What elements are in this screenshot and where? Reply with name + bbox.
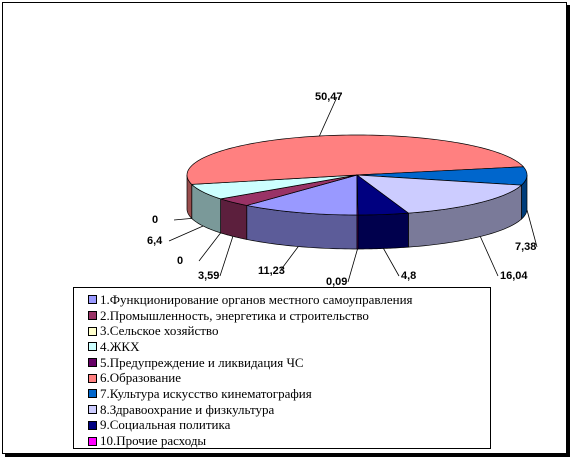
legend-swatch-1 [88, 295, 97, 305]
leader-line-9 [383, 248, 400, 277]
legend-swatch-3 [88, 326, 97, 336]
legend-swatch-9 [88, 420, 97, 430]
legend-swatch-10 [88, 436, 97, 446]
legend-label-5: 5.Предупреждение и ликвидация ЧС [100, 354, 304, 370]
data-label-5: 0 [152, 214, 159, 226]
legend: 1.Функционирование органов местного само… [73, 287, 491, 449]
legend-item-8: 8.Здравоохрание и физкультура [74, 402, 490, 418]
data-label-9: 4,8 [401, 270, 417, 282]
legend-item-10: 10.Прочие расходы [74, 433, 490, 449]
data-label-6: 50,47 [315, 91, 343, 103]
legend-item-3: 3.Сельское хозяйство [74, 323, 490, 339]
legend-swatch-8 [88, 405, 97, 415]
pie-tops [186, 134, 528, 216]
legend-item-2: 2.Промышленность, энергетика и строитель… [74, 308, 490, 324]
legend-label-2: 2.Промышленность, энергетика и строитель… [100, 307, 369, 323]
legend-item-7: 7.Культура искусство кинематография [74, 386, 490, 402]
legend-item-6: 6.Образование [74, 370, 490, 386]
pie-leader-lines [168, 96, 538, 283]
leader-line-3 [198, 232, 221, 262]
pie-slice-4 [190, 174, 358, 200]
legend-item-9: 9.Социальная политика [74, 418, 490, 434]
leader-line-8 [479, 236, 499, 277]
data-label-4: 6,4 [147, 235, 163, 247]
leader-line-2 [219, 236, 234, 277]
legend-label-7: 7.Культура искусство кинематография [100, 385, 312, 401]
pie-side-10 [356, 214, 359, 250]
legend-label-6: 6.Образование [100, 370, 182, 386]
legend-label-10: 10.Прочие расходы [100, 433, 207, 449]
legend-swatch-2 [88, 311, 97, 321]
legend-item-4: 4.ЖКХ [74, 339, 490, 355]
leader-line-1 [279, 246, 299, 272]
legend-label-1: 1.Функционирование органов местного само… [100, 291, 413, 307]
pie-slice-2 [220, 174, 358, 206]
legend-label-3: 3.Сельское хозяйство [100, 323, 219, 339]
leader-line-7 [526, 209, 538, 248]
pie-slice-8 [355, 174, 523, 214]
legend-item-5: 5.Предупреждение и ликвидация ЧС [74, 355, 490, 371]
legend-label-8: 8.Здравоохрание и физкультура [100, 401, 275, 417]
pie-slice-9 [356, 174, 410, 216]
legend-swatch-5 [88, 358, 97, 368]
legend-swatch-7 [88, 389, 97, 399]
pie-slice-10 [356, 174, 359, 216]
data-label-3: 0 [177, 255, 184, 267]
pie-side-9 [357, 212, 409, 250]
data-label-2: 3,59 [198, 270, 220, 282]
legend-item-1: 1.Функционирование органов местного само… [74, 292, 490, 308]
legend-label-4: 4.ЖКХ [100, 338, 140, 354]
pie-sides [186, 174, 528, 250]
leader-line-5 [173, 218, 192, 221]
legend-swatch-4 [88, 342, 97, 352]
leader-line-10 [347, 248, 358, 283]
leader-line-4 [168, 225, 204, 242]
data-label-8: 16,04 [500, 270, 528, 282]
pie-slice-1 [246, 174, 358, 216]
pie-slice-7 [356, 166, 528, 186]
leader-line-6 [319, 96, 338, 137]
data-label-7: 7,38 [515, 241, 537, 253]
legend-swatch-6 [88, 373, 97, 383]
data-label-10: 0,09 [326, 276, 348, 288]
data-label-1: 11,23 [258, 265, 285, 277]
legend-label-9: 9.Социальная политика [100, 417, 231, 433]
